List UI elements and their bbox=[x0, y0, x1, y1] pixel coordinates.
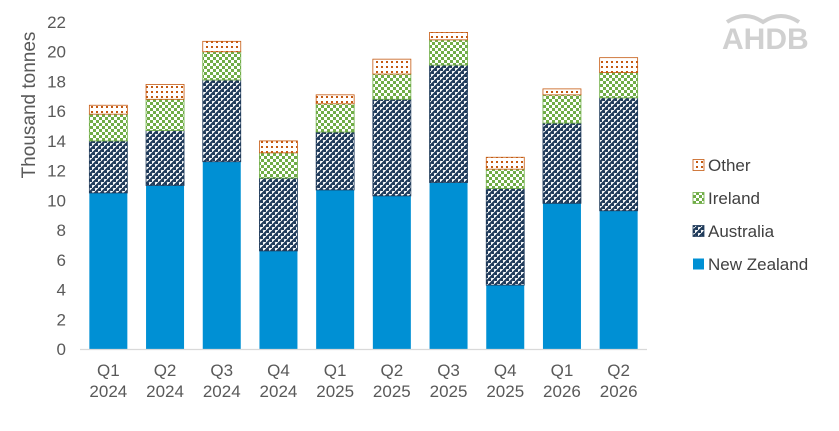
x-tick-label: 2026 bbox=[543, 382, 581, 401]
bar-segment-australia bbox=[542, 122, 582, 204]
y-tick-label: 14 bbox=[47, 132, 66, 151]
bar-segment-australia bbox=[202, 79, 242, 163]
bar-segment-australia bbox=[485, 188, 525, 286]
y-tick-label: 10 bbox=[47, 191, 66, 210]
legend-label: Australia bbox=[708, 222, 775, 241]
y-tick-label: 6 bbox=[57, 251, 66, 270]
x-tick-label: 2024 bbox=[89, 382, 127, 401]
x-tick-label: Q2 bbox=[154, 361, 177, 380]
legend-swatch bbox=[692, 192, 705, 204]
x-tick-label: Q1 bbox=[324, 361, 347, 380]
y-tick-label: 0 bbox=[57, 340, 66, 359]
legend-label: New Zealand bbox=[708, 255, 808, 274]
y-tick-label: 12 bbox=[47, 162, 66, 181]
bar-segment-new-zealand bbox=[599, 210, 638, 349]
bar-segment-australia bbox=[88, 140, 128, 194]
bar-segment-australia bbox=[145, 130, 185, 186]
x-tick-label: 2024 bbox=[146, 382, 184, 401]
bar-segment-other bbox=[599, 57, 639, 73]
legend: Other Ireland Australia New Zealand bbox=[692, 156, 808, 274]
bar-segment-new-zealand bbox=[146, 185, 185, 349]
bar-segment-australia bbox=[372, 98, 412, 197]
bar-segment-australia bbox=[259, 177, 298, 252]
bar-segment-ireland bbox=[542, 94, 582, 124]
bar-segment-other bbox=[429, 32, 468, 41]
x-tick-label: 2025 bbox=[316, 382, 354, 401]
bar-segment-other bbox=[202, 40, 242, 53]
x-tick-label: Q1 bbox=[97, 361, 120, 380]
y-axis-title: Thousand tonnes bbox=[19, 32, 40, 179]
x-tick-label: Q2 bbox=[381, 361, 404, 380]
bar-segment-ireland bbox=[259, 152, 298, 179]
bar-segment-new-zealand bbox=[372, 195, 411, 349]
bar-segment-new-zealand bbox=[259, 250, 298, 349]
bar-segment-new-zealand bbox=[89, 192, 128, 349]
logo-swoosh bbox=[725, 14, 801, 25]
logo-text: AHDB bbox=[722, 23, 809, 56]
x-tick-label: Q2 bbox=[607, 361, 630, 380]
bar-segment-other bbox=[145, 84, 185, 100]
bar-segment-other bbox=[485, 156, 525, 170]
y-axis: 0 2 4 6 8 10 12 14 16 18 20 22 bbox=[47, 13, 66, 359]
bar-segment-ireland bbox=[315, 103, 355, 133]
x-tick-label: Q4 bbox=[267, 361, 290, 380]
y-tick-label: 8 bbox=[57, 221, 66, 240]
x-tick-label: Q1 bbox=[551, 361, 574, 380]
bar-segment-ireland bbox=[485, 168, 525, 189]
bar-segment-new-zealand bbox=[542, 203, 581, 349]
bar-segment-ireland bbox=[145, 98, 185, 131]
legend-swatch bbox=[692, 225, 705, 237]
ahdb-logo: AHDB bbox=[722, 14, 809, 56]
x-tick-label: 2025 bbox=[486, 382, 524, 401]
bars bbox=[88, 32, 639, 349]
y-tick-label: 18 bbox=[47, 72, 66, 91]
bar-segment-ireland bbox=[372, 73, 412, 100]
bar-segment-new-zealand bbox=[486, 285, 525, 349]
bar-segment-other bbox=[88, 104, 128, 115]
y-tick-label: 22 bbox=[47, 13, 66, 32]
x-tick-label: Q4 bbox=[494, 361, 517, 380]
bar-segment-new-zealand bbox=[202, 161, 241, 349]
bar-segment-australia bbox=[429, 64, 468, 183]
x-tick-label: 2025 bbox=[430, 382, 468, 401]
legend-label: Other bbox=[708, 156, 751, 175]
bar-segment-australia bbox=[599, 97, 639, 212]
bar-segment-other bbox=[542, 88, 582, 96]
bar-segment-ireland bbox=[429, 39, 468, 66]
x-axis: Q1 2024 Q2 2024 Q3 2024 Q4 2024 Q1 2025 Q2 2025 Q3 20… bbox=[80, 348, 647, 401]
bar-segment-new-zealand bbox=[316, 189, 355, 349]
y-tick-label: 16 bbox=[47, 102, 66, 121]
bar-segment-ireland bbox=[88, 113, 128, 142]
bar-segment-ireland bbox=[599, 72, 639, 99]
y-tick-label: 20 bbox=[47, 43, 66, 62]
bar-segment-other bbox=[372, 58, 412, 75]
legend-swatch bbox=[693, 258, 704, 270]
x-tick-label: 2025 bbox=[373, 382, 411, 401]
x-tick-label: 2026 bbox=[600, 382, 638, 401]
bar-segment-australia bbox=[315, 131, 355, 191]
x-tick-label: 2024 bbox=[260, 382, 298, 401]
y-tick-label: 2 bbox=[57, 310, 66, 329]
bar-segment-other bbox=[315, 94, 355, 105]
x-tick-label: Q3 bbox=[210, 361, 233, 380]
legend-label: Ireland bbox=[708, 189, 760, 208]
bar-segment-other bbox=[259, 140, 298, 154]
legend-swatch bbox=[692, 159, 705, 171]
bar-segment-ireland bbox=[202, 51, 242, 81]
x-tick-label: Q3 bbox=[437, 361, 460, 380]
bar-segment-new-zealand bbox=[429, 182, 468, 349]
y-tick-label: 4 bbox=[57, 281, 66, 300]
x-tick-label: 2024 bbox=[203, 382, 241, 401]
